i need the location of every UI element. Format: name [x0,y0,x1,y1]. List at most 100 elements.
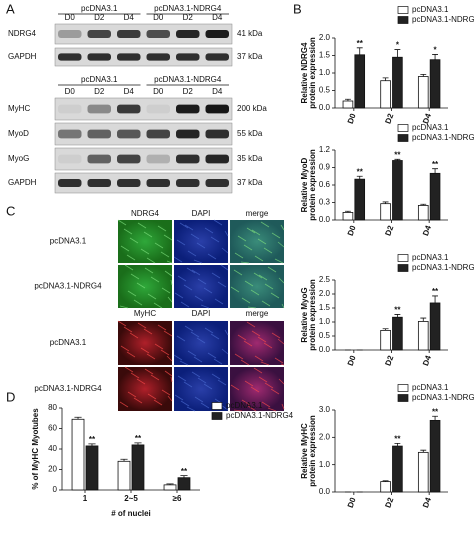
texture [244,280,254,287]
texture [257,238,267,245]
texture [217,379,227,386]
blot-band [176,104,200,114]
error-bar [134,442,142,445]
blot-band [205,154,229,164]
significance: * [434,46,438,55]
y-axis-title: % of MyHC Myotubes [31,408,40,490]
texture [203,383,213,390]
legend-swatch [211,402,223,410]
protein-label: MyHC [8,104,30,113]
texture [160,251,170,258]
legend-swatch [397,6,409,14]
lane-label: D4 [124,87,135,96]
bar [417,321,429,351]
texture [130,273,140,280]
error-bar [394,49,401,58]
y-tick-label: 1.0 [319,68,331,77]
texture [234,252,244,259]
texture [254,355,264,362]
bar [392,445,403,493]
texture [123,228,133,235]
blot-band [205,53,229,61]
x-tick-label: D2 [383,496,395,509]
y-tick-label: 80 [48,403,57,412]
texture [277,241,285,248]
texture [164,270,173,277]
blot-band [176,179,200,187]
texture [126,351,136,358]
texture [203,287,213,294]
protein-label: MyoD [8,129,29,138]
x-tick-label: ≥6 [173,494,182,503]
y-tick-label: 60 [48,424,57,433]
x-tick-label: D0 [346,112,358,125]
texture [124,366,134,373]
texture [253,367,263,374]
texture [267,266,277,273]
error-bar [420,449,427,453]
texture [190,331,200,338]
bar [392,160,403,221]
y-axis-title: protein expression [308,279,317,351]
error-bar [432,295,439,303]
texture [194,295,204,302]
texture [183,284,193,291]
texture [278,378,285,385]
lane-label: D0 [153,13,164,22]
texture [173,256,183,263]
texture [167,395,173,402]
texture [250,386,260,393]
blot-band [205,179,229,187]
x-tick-label: D4 [421,354,433,367]
legend-label: pcDNA3.1 [226,401,263,410]
blot-band [117,104,141,114]
texture [174,292,184,299]
texture [143,231,153,238]
bar [177,477,191,491]
texture [183,381,193,388]
x-tick-label: D4 [421,224,433,237]
row-label: pcDNA3.1 [50,237,87,246]
legend-label: pcDNA3.1-NDRG4 [412,15,474,24]
legend-label: pcDNA3.1 [412,123,449,132]
blot-band [58,53,82,61]
texture [119,401,129,408]
texture [147,393,157,400]
error-bar [88,443,96,446]
row-label: pcDNA3.1 [50,338,87,347]
texture [193,356,203,363]
y-axis-title: protein expression [308,415,317,487]
significance: ** [432,407,439,416]
bar [429,59,441,109]
lane-label: D0 [65,13,76,22]
y-tick-label: 0.9 [319,163,331,172]
blot-band [87,53,111,61]
error-bar [420,74,427,77]
texture [120,245,130,252]
size-label: 55 kDa [237,129,263,138]
group-label: pcDNA3.1 [81,75,118,84]
legend-swatch [397,16,409,24]
texture [251,330,261,337]
blot-band [117,179,141,187]
texture [157,324,167,331]
micrograph [230,265,284,308]
micrograph [118,220,172,263]
texture [197,377,207,384]
column-header: merge [246,209,269,218]
legend-label: pcDNA3.1-NDRG4 [412,133,474,142]
legend-swatch [397,124,409,132]
error-bar [420,317,427,322]
error-bar [394,442,401,447]
texture [251,229,261,236]
texture [221,348,229,355]
texture [180,400,190,407]
texture [137,222,147,229]
y-axis-title: Relative NDRG4 [300,42,309,103]
size-label: 200 kDa [237,104,267,113]
y-tick-label: 2.5 [319,275,331,284]
significance: * [396,41,400,50]
texture [187,250,197,257]
legend-label: pcDNA3.1-NDRG4 [226,411,294,420]
texture [187,350,197,357]
